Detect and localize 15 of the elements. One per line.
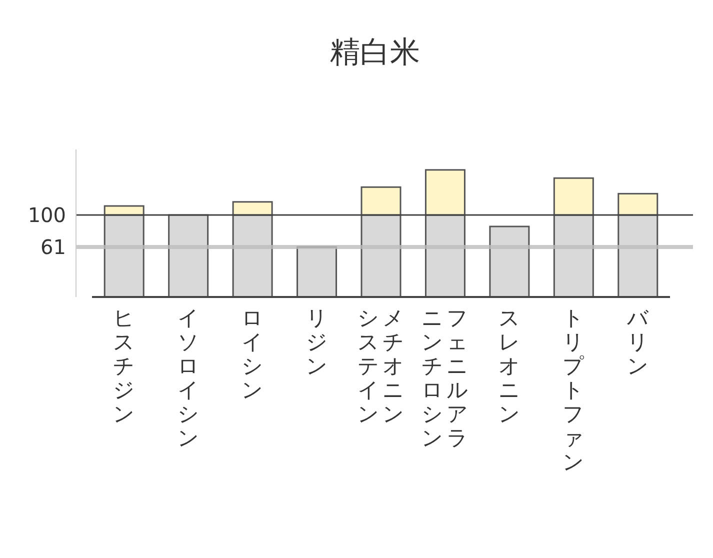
category-label: フェニルアラニンチロシン <box>422 306 469 450</box>
bar <box>168 214 209 298</box>
y-tick-label: 100 <box>28 203 66 227</box>
x-tick-label: イソロイシン <box>176 306 200 450</box>
bar <box>296 246 338 298</box>
bar <box>489 226 530 298</box>
y-tick-label: 61 <box>40 234 66 259</box>
category-label: メチオニンシステイン <box>358 306 404 426</box>
x-tick-label: ヒスチジン <box>112 306 136 426</box>
x-tick-label: トリプトファン <box>562 306 586 474</box>
x-tick-label: スレオニン <box>498 306 521 426</box>
x-tick-label: バリン <box>626 306 650 378</box>
x-tick-label: リジン <box>305 306 328 378</box>
chart-title: 精白米 <box>330 35 420 70</box>
x-tick-label: ロイシン <box>241 306 264 402</box>
